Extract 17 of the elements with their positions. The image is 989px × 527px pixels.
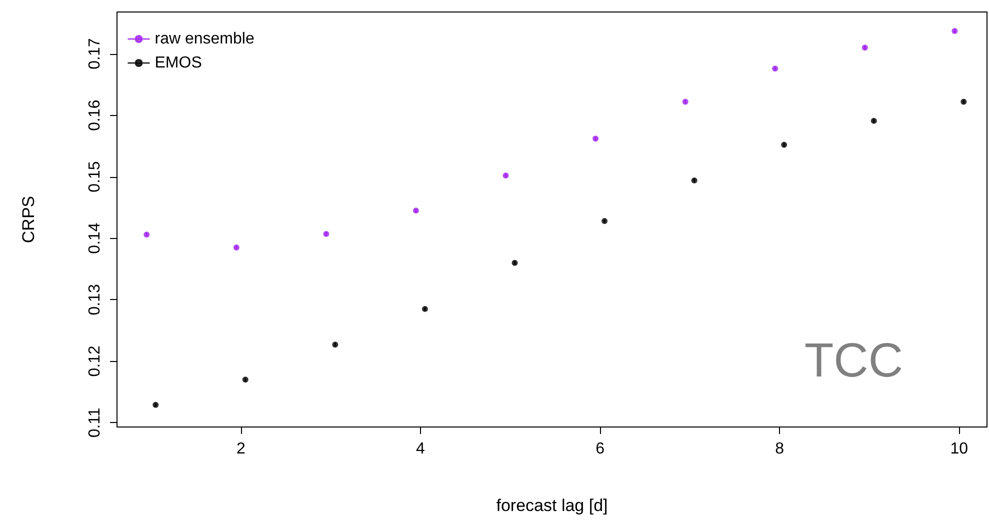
y-axis-title: CRPS bbox=[19, 196, 38, 244]
y-tick-label: 0.13 bbox=[86, 284, 104, 316]
x-axis-title: forecast lag [d] bbox=[496, 496, 608, 515]
legend-label: EMOS bbox=[154, 54, 202, 72]
y-tick-label: 0.14 bbox=[86, 222, 104, 254]
x-tick-label: 8 bbox=[775, 440, 784, 458]
x-tick-label: 2 bbox=[236, 440, 246, 458]
y-tick-label: 0.16 bbox=[86, 100, 104, 131]
y-tick-label: 0.11 bbox=[86, 408, 104, 438]
x-tick-label: 4 bbox=[416, 440, 426, 458]
x-tick-label: 6 bbox=[596, 440, 605, 458]
annotation: TCC bbox=[804, 334, 904, 388]
y-tick-label: 0.12 bbox=[86, 346, 104, 377]
y-tick-label: 0.17 bbox=[86, 38, 104, 70]
y-tick-label: 0.15 bbox=[86, 161, 104, 192]
x-tick-label: 10 bbox=[950, 440, 968, 458]
legend-label: raw ensemble bbox=[154, 30, 254, 48]
